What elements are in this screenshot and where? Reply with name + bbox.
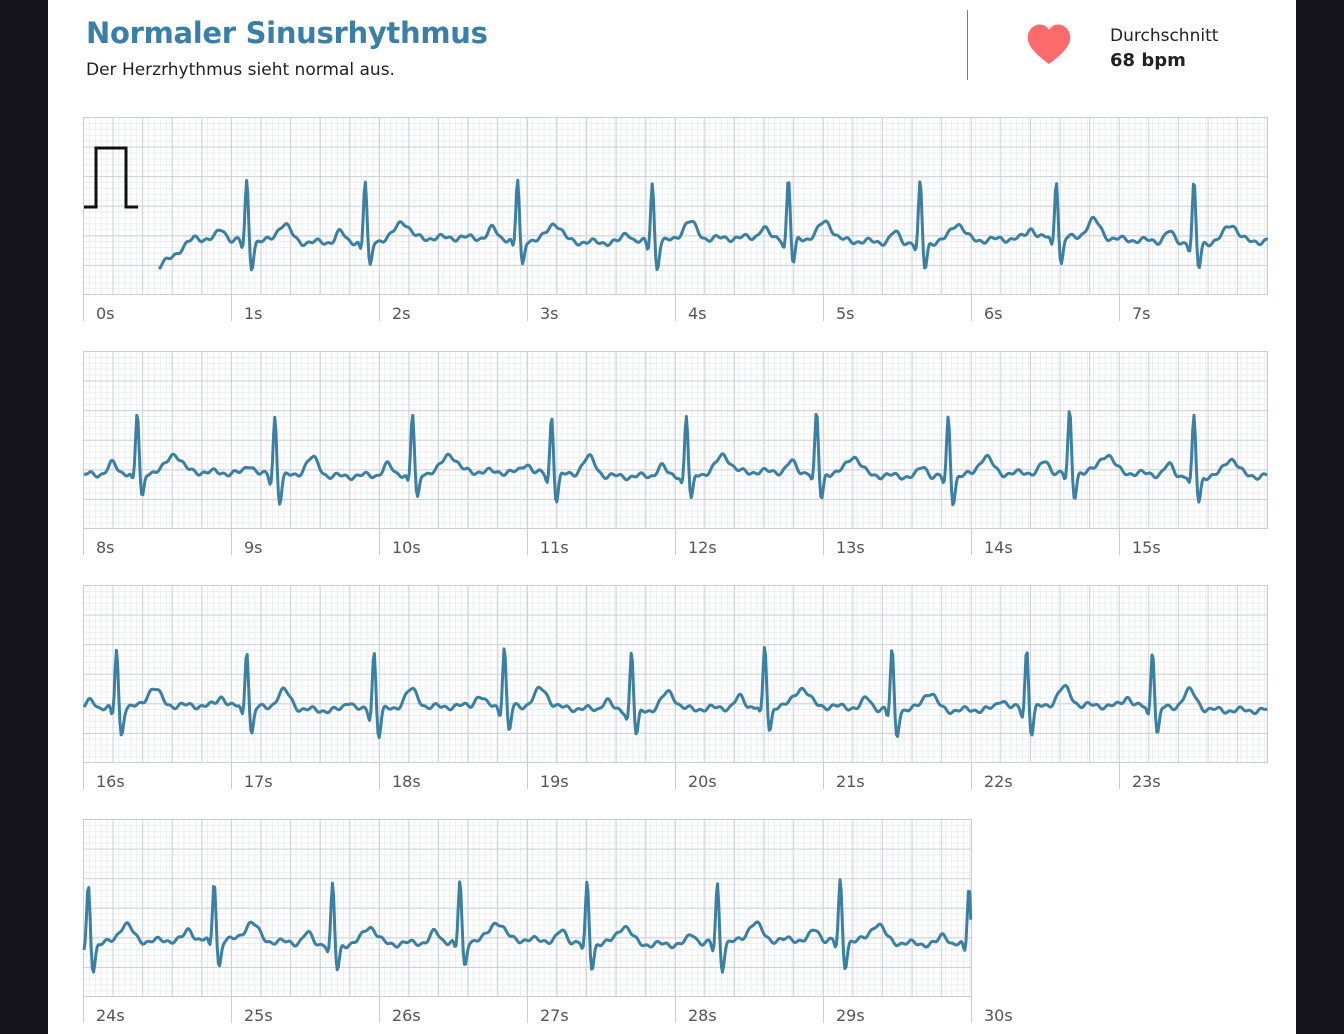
time-tick [527, 528, 528, 555]
time-tick [823, 294, 824, 321]
time-label: 28s [688, 1006, 717, 1025]
time-tick [971, 294, 972, 321]
time-label: 8s [96, 538, 115, 557]
time-label: 10s [392, 538, 421, 557]
ecg-strip-canvas [84, 146, 1269, 272]
page-subtitle: Der Herzrhythmus sieht normal aus. [86, 60, 395, 80]
header-divider [967, 10, 968, 80]
calibration-pulse [84, 146, 138, 209]
ecg-strip [82, 819, 973, 997]
time-tick [231, 528, 232, 555]
time-tick [675, 996, 676, 1023]
time-tick [971, 528, 972, 555]
time-tick [379, 762, 380, 789]
time-tick [823, 996, 824, 1023]
time-label: 0s [96, 304, 115, 323]
time-label: 3s [540, 304, 559, 323]
time-label: 7s [1132, 304, 1151, 323]
ecg-strip [82, 585, 1268, 763]
time-tick [379, 528, 380, 555]
time-label: 26s [392, 1006, 421, 1025]
time-tick [675, 294, 676, 321]
ecg-strip-canvas [83, 410, 1268, 507]
ecg-trace [83, 410, 1268, 507]
time-label: 23s [1132, 772, 1161, 791]
time-label: 16s [96, 772, 125, 791]
ecg-strip [83, 117, 1269, 295]
time-tick [823, 528, 824, 555]
time-label: 1s [244, 304, 263, 323]
ecg-trace [82, 878, 973, 974]
time-label: 22s [984, 772, 1013, 791]
time-tick [675, 528, 676, 555]
time-label: 25s [244, 1006, 273, 1025]
ecg-report-page: Normaler Sinusrhythmus Der Herzrhythmus … [48, 0, 1296, 1034]
page-title: Normaler Sinusrhythmus [86, 16, 488, 50]
heart-icon [1027, 24, 1071, 64]
time-tick [83, 762, 84, 789]
time-label: 24s [96, 1006, 125, 1025]
average-bpm-value: 68 bpm [1110, 50, 1186, 71]
time-tick [83, 996, 84, 1023]
time-tick [675, 762, 676, 789]
time-label: 5s [836, 304, 855, 323]
time-label: 19s [540, 772, 569, 791]
time-label: 11s [540, 538, 569, 557]
time-label: 20s [688, 772, 717, 791]
time-label: 9s [244, 538, 263, 557]
ecg-strip-canvas [82, 646, 1268, 740]
time-tick [823, 762, 824, 789]
time-tick [231, 996, 232, 1023]
ecg-trace [82, 646, 1268, 740]
time-tick [1119, 528, 1120, 555]
time-label: 29s [836, 1006, 865, 1025]
time-label: 12s [688, 538, 717, 557]
time-tick [231, 762, 232, 789]
time-label: 30s [984, 1006, 1013, 1025]
time-tick [527, 996, 528, 1023]
average-label: Durchschnitt [1110, 26, 1219, 46]
ecg-strip [83, 351, 1268, 529]
time-tick [1119, 294, 1120, 321]
time-tick [379, 294, 380, 321]
time-label: 27s [540, 1006, 569, 1025]
time-label: 21s [836, 772, 865, 791]
time-label: 14s [984, 538, 1013, 557]
time-label: 2s [392, 304, 411, 323]
time-label: 15s [1132, 538, 1161, 557]
time-label: 18s [392, 772, 421, 791]
time-tick [231, 294, 232, 321]
time-label: 6s [984, 304, 1003, 323]
time-tick [83, 528, 84, 555]
time-tick [379, 996, 380, 1023]
time-tick [1119, 762, 1120, 789]
time-label: 17s [244, 772, 273, 791]
ecg-strip-canvas [82, 878, 973, 974]
time-tick [971, 996, 972, 1023]
time-tick [83, 294, 84, 321]
time-tick [527, 762, 528, 789]
ecg-trace [157, 178, 1269, 272]
time-tick [527, 294, 528, 321]
time-tick [971, 762, 972, 789]
time-label: 4s [688, 304, 707, 323]
time-label: 13s [836, 538, 865, 557]
